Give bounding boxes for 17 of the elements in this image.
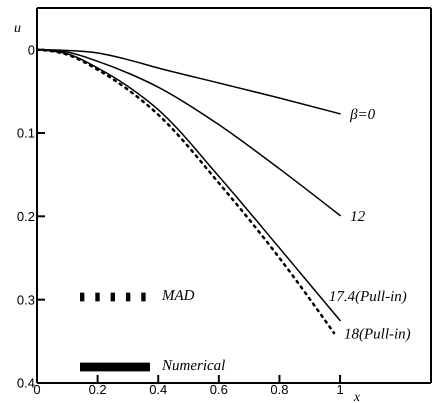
x-tick-label: 0.6 — [210, 382, 228, 398]
y-tick-label: 0.2 — [16, 208, 35, 224]
y-axis-title: u — [14, 20, 21, 36]
x-tick-label: 0.8 — [270, 382, 288, 398]
x-axis-title: x — [352, 390, 361, 403]
annotation: 18(Pull-in) — [344, 326, 411, 342]
y-tick-label: 0 — [28, 42, 35, 58]
x-tick-label: 0.2 — [88, 382, 107, 398]
annotation: 12 — [350, 208, 366, 225]
y-tick-label: 0.3 — [16, 292, 35, 308]
x-tick-label: 1 — [336, 382, 344, 398]
legend-label: Numerical — [162, 358, 226, 374]
y-tick-label: 0.1 — [16, 126, 35, 141]
annotation: 17.4(Pull-in) — [328, 288, 407, 305]
annotation: β=0 — [349, 107, 376, 124]
legend-label: MAD — [162, 288, 194, 304]
x-tick-label: 0.4 — [149, 382, 168, 398]
